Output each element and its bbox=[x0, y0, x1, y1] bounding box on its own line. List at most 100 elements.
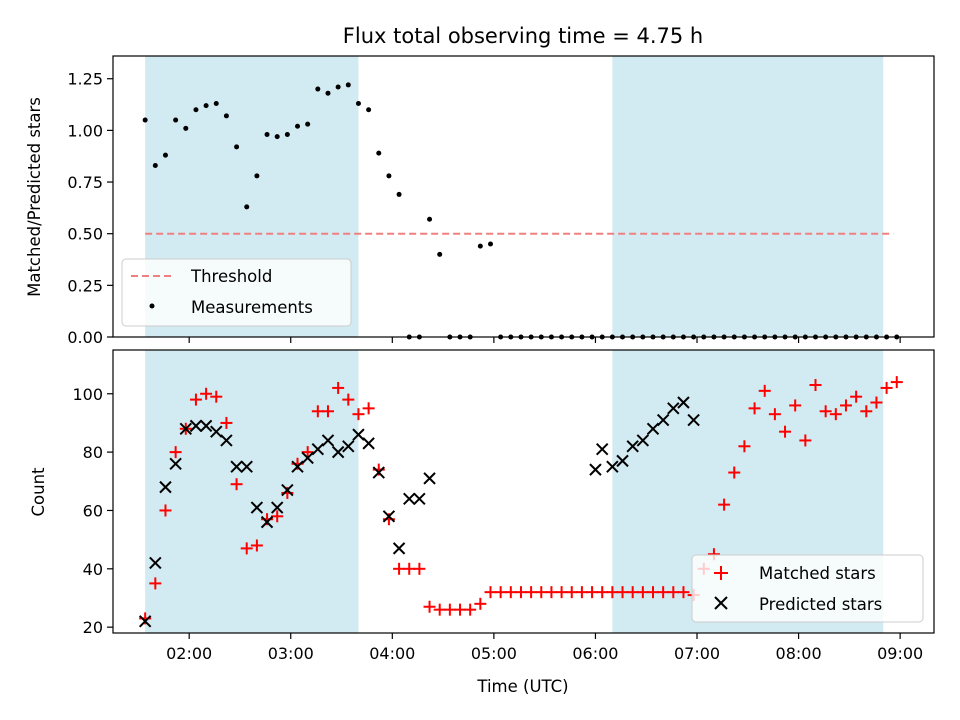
measurement-point-24 bbox=[386, 173, 392, 179]
matched-star-point-47 bbox=[616, 586, 629, 599]
predicted-star-point-33 bbox=[626, 440, 639, 453]
measurement-point-1 bbox=[152, 163, 158, 169]
measurement-point-7 bbox=[213, 101, 219, 107]
matched-star-point-46 bbox=[606, 586, 619, 599]
top-ytick-label-4: 1.00 bbox=[67, 121, 103, 140]
measurement-point-20 bbox=[345, 82, 351, 88]
predicted-star-point-26 bbox=[403, 492, 416, 506]
bottom-axes-frame bbox=[112, 349, 935, 634]
predicted-star-point-2 bbox=[159, 480, 172, 494]
matched-star-point-66 bbox=[809, 379, 822, 392]
bottom-legend-box bbox=[691, 554, 924, 623]
matched-star-point-71 bbox=[860, 405, 873, 418]
predicted-star-point-24 bbox=[382, 510, 396, 523]
legend-matched-swatch bbox=[714, 566, 728, 580]
matched-star-point-69 bbox=[839, 399, 852, 412]
predicted-star-point-12 bbox=[260, 515, 274, 529]
measurement-point-8 bbox=[223, 113, 229, 119]
measurement-point-33 bbox=[477, 243, 483, 249]
matched-star-point-28 bbox=[423, 600, 436, 613]
measurement-point-13 bbox=[274, 134, 280, 140]
top-y-ticks: 0.00 0.25 0.50 0.75 1.00 1.25 bbox=[67, 70, 113, 347]
predicted-star-point-15 bbox=[291, 460, 304, 473]
matched-star-point-36 bbox=[504, 586, 517, 599]
matched-star-point-22 bbox=[362, 402, 375, 415]
measurement-point-5 bbox=[193, 107, 199, 113]
measurement-point-34 bbox=[487, 241, 493, 247]
matched-star-point-1 bbox=[149, 577, 162, 590]
matched-star-point-63 bbox=[779, 425, 792, 438]
matched-star-point-19 bbox=[332, 381, 345, 394]
legend-threshold-label: Threshold bbox=[190, 267, 272, 286]
predicted-star-point-31 bbox=[606, 460, 619, 473]
bottom-legend: Matched stars Predicted stars bbox=[691, 554, 924, 623]
predicted-star-point-39 bbox=[687, 413, 700, 427]
matched-star-point-20 bbox=[342, 393, 355, 406]
predicted-star-point-19 bbox=[331, 445, 345, 459]
predicted-star-point-30 bbox=[596, 442, 609, 456]
matched-star-point-61 bbox=[758, 384, 771, 397]
matched-star-point-67 bbox=[819, 405, 832, 418]
matched-star-point-58 bbox=[728, 466, 741, 479]
matched-star-point-10 bbox=[240, 542, 253, 555]
measurement-point-28 bbox=[427, 216, 433, 222]
matched-star-point-50 bbox=[646, 586, 659, 599]
predicted-star-point-32 bbox=[616, 454, 629, 468]
matched-star-point-31 bbox=[454, 603, 467, 616]
top-legend-box bbox=[121, 258, 352, 327]
predicted-star-point-14 bbox=[281, 483, 294, 497]
measurement-point-18 bbox=[325, 90, 331, 96]
predicted-star-point-8 bbox=[220, 434, 233, 447]
matched-star-point-40 bbox=[545, 586, 558, 599]
top-ytick-label-3: 0.75 bbox=[67, 173, 103, 192]
predicted-star-point-25 bbox=[392, 542, 406, 555]
bottom-xtick-label-5: 07:00 bbox=[674, 644, 720, 663]
predicted-star-point-9 bbox=[230, 460, 243, 473]
matched-star-point-43 bbox=[575, 586, 588, 599]
matched-star-point-13 bbox=[271, 510, 284, 523]
measurement-point-25 bbox=[396, 191, 402, 197]
matched-star-point-52 bbox=[667, 586, 680, 599]
predicted-star-point-17 bbox=[311, 442, 325, 456]
measurement-point-17 bbox=[315, 86, 321, 92]
matched-star-point-51 bbox=[657, 586, 670, 599]
matched-star-point-53 bbox=[677, 586, 690, 599]
measurement-point-16 bbox=[305, 121, 311, 127]
matched-star-point-45 bbox=[596, 586, 609, 599]
bottom-xtick-label-2: 04:00 bbox=[369, 644, 415, 663]
bottom-xtick-label-7: 09:00 bbox=[877, 644, 923, 663]
legend-predicted-label: Predicted stars bbox=[759, 595, 882, 614]
predicted-star-point-37 bbox=[667, 402, 680, 415]
predicted-star-point-0 bbox=[138, 615, 152, 628]
matched-star-point-27 bbox=[413, 562, 426, 575]
bottom-panel: 20 40 60 80 100 02:00 03:00 04:00 05:00 06:00 07:… bbox=[29, 349, 935, 696]
predicted-star-point-18 bbox=[321, 434, 335, 447]
matched-star-point-42 bbox=[565, 586, 578, 599]
bottom-ytick-label-2: 60 bbox=[83, 501, 103, 520]
measurement-point-10 bbox=[244, 204, 250, 210]
top-axes-frame bbox=[112, 55, 935, 338]
legend-measurements-label: Measurements bbox=[191, 298, 313, 317]
matched-star-point-17 bbox=[311, 405, 324, 418]
top-ytick-label-1: 0.25 bbox=[67, 276, 103, 295]
predicted-star-point-5 bbox=[189, 419, 203, 433]
measurement-point-22 bbox=[366, 107, 372, 113]
predicted-star-point-4 bbox=[179, 422, 192, 435]
top-ytick-label-2: 0.50 bbox=[67, 225, 103, 244]
top-legend: Threshold Measurements bbox=[121, 258, 352, 327]
matched-star-point-11 bbox=[250, 539, 263, 552]
matched-star-point-70 bbox=[850, 390, 863, 403]
matched-star-point-7 bbox=[210, 390, 223, 403]
bottom-y-ticks: 20 40 60 80 100 bbox=[72, 385, 113, 637]
matched-star-point-2 bbox=[159, 504, 172, 517]
measurement-point-23 bbox=[376, 150, 382, 156]
matched-star-point-33 bbox=[474, 597, 487, 610]
matched-star-point-3 bbox=[169, 446, 182, 459]
top-x-ticks bbox=[188, 337, 901, 343]
bottom-xtick-label-0: 02:00 bbox=[166, 644, 212, 663]
top-ytick-label-5: 1.25 bbox=[67, 70, 103, 89]
matched-star-point-44 bbox=[586, 586, 599, 599]
matched-star-point-59 bbox=[738, 440, 751, 453]
bottom-ytick-label-1: 40 bbox=[83, 560, 103, 579]
